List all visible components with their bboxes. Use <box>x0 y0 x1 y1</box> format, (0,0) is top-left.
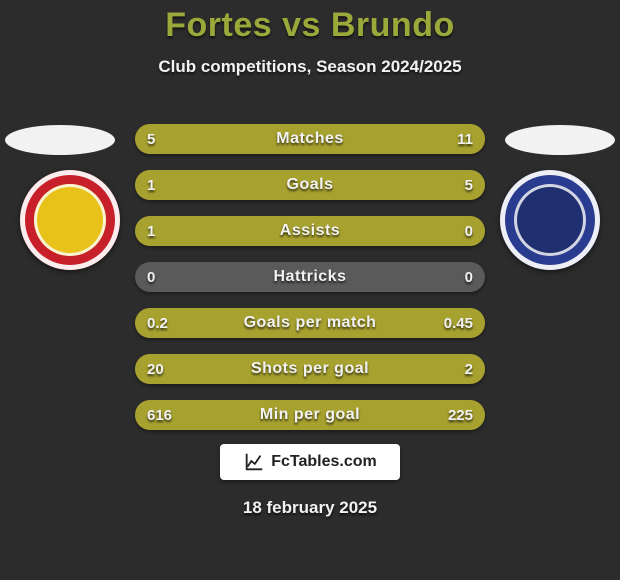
stat-value-left: 1 <box>147 170 155 200</box>
player-head-right <box>505 125 615 155</box>
stat-value-left: 0.2 <box>147 308 168 338</box>
stat-label: Goals <box>135 170 485 200</box>
stat-label: Assists <box>135 216 485 246</box>
stat-label: Hattricks <box>135 262 485 292</box>
stat-row: Goals1 5 <box>135 170 485 200</box>
stat-label: Shots per goal <box>135 354 485 384</box>
stat-row: Min per goal616 225 <box>135 400 485 430</box>
date-text: 18 february 2025 <box>0 498 620 518</box>
stat-value-left: 5 <box>147 124 155 154</box>
stats-list: Matches511Goals15Assists10Hattricks00Goa… <box>135 124 485 446</box>
stat-label: Matches <box>135 124 485 154</box>
stat-label: Goals per match <box>135 308 485 338</box>
stat-row: Shots per goal20 2 <box>135 354 485 384</box>
chart-icon <box>243 451 265 473</box>
club-crest-left-inner <box>34 184 106 256</box>
stat-row: Goals per match0.2 0.45 <box>135 308 485 338</box>
stat-row: Hattricks0 0 <box>135 262 485 292</box>
stat-value-left: 1 <box>147 216 155 246</box>
stat-value-right: 2 <box>465 354 473 384</box>
club-crest-right <box>500 170 600 270</box>
stat-value-left: 0 <box>147 262 155 292</box>
club-crest-left <box>20 170 120 270</box>
player-head-left <box>5 125 115 155</box>
subtitle: Club competitions, Season 2024/2025 <box>0 57 620 77</box>
stat-value-right: 5 <box>465 170 473 200</box>
stat-value-right: 0 <box>465 262 473 292</box>
stat-row: Matches5 11 <box>135 124 485 154</box>
stat-value-right: 0.45 <box>444 308 473 338</box>
stat-value-left: 616 <box>147 400 172 430</box>
stat-value-right: 0 <box>465 216 473 246</box>
brand-text: FcTables.com <box>271 453 377 471</box>
stat-value-right: 11 <box>457 124 473 154</box>
stat-value-left: 20 <box>147 354 164 384</box>
title: Fortes vs Brundo <box>0 0 620 45</box>
club-crest-right-inner <box>514 184 586 256</box>
brand-chip[interactable]: FcTables.com <box>220 444 400 480</box>
stat-value-right: 225 <box>448 400 473 430</box>
comparison-infographic: Fortes vs Brundo Club competitions, Seas… <box>0 0 620 580</box>
stat-row: Assists1 0 <box>135 216 485 246</box>
stat-label: Min per goal <box>135 400 485 430</box>
